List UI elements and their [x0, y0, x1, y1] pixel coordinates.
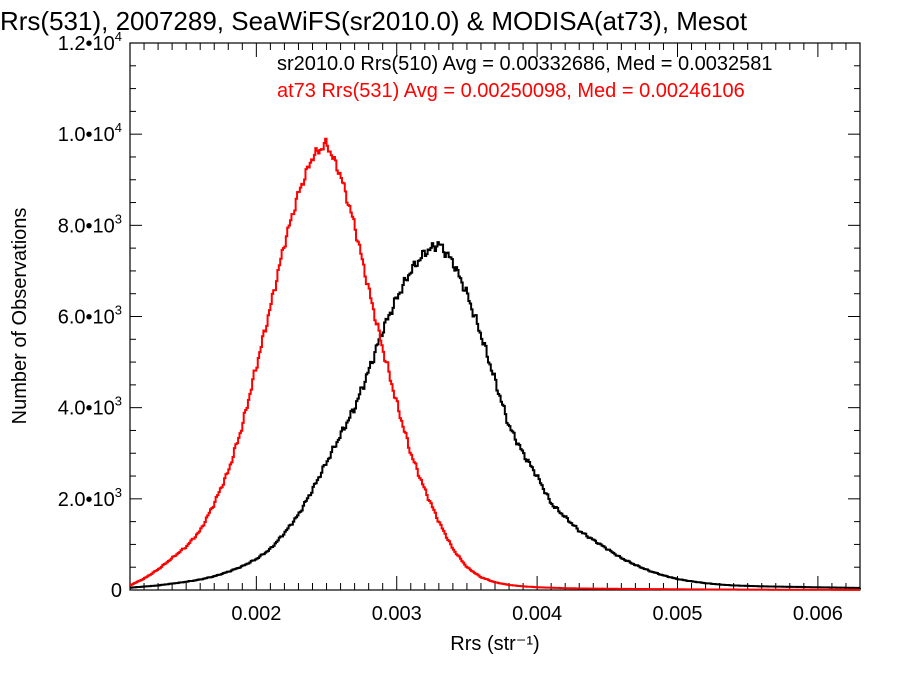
chart-title: Rrs(531), 2007289, SeaWiFS(sr2010.0) & M… [0, 6, 748, 36]
x-tick-label-3: 0.005 [652, 603, 702, 625]
x-tick-label-2: 0.004 [512, 603, 562, 625]
x-tick-label-4: 0.006 [793, 603, 843, 625]
annotation-modisa-stats: at73 Rrs(531) Avg = 0.00250098, Med = 0.… [277, 80, 745, 102]
y-tick-label-0: 0 [111, 580, 122, 602]
x-tick-label-1: 0.003 [372, 603, 422, 625]
histogram-series [130, 137, 861, 591]
annotation-seawifs-stats: sr2010.0 Rrs(510) Avg = 0.00332686, Med … [277, 53, 773, 75]
x-axis-label: Rrs (str⁻¹) [450, 633, 539, 655]
series-seawifs-histogram [130, 241, 861, 589]
y-axis-label: Number of Observations [9, 208, 31, 425]
y-tick-label-2: 4.0•103 [58, 394, 122, 420]
series-modisa-histogram [130, 137, 860, 591]
y-tick-label-3: 6.0•103 [58, 303, 122, 329]
y-tick-label-5: 1.0•104 [58, 120, 122, 146]
y-tick-label-1: 2.0•103 [58, 485, 122, 511]
y-tick-label-6: 1.2•104 [58, 29, 122, 55]
x-tick-labels: 0.002 0.003 0.004 0.005 0.006 [231, 603, 843, 625]
y-tick-labels: 0 2.0•103 4.0•103 6.0•103 8.0•103 1.0•104 1.2•… [58, 29, 122, 602]
y-tick-label-4: 8.0•103 [58, 211, 122, 237]
x-tick-label-0: 0.002 [231, 603, 281, 625]
